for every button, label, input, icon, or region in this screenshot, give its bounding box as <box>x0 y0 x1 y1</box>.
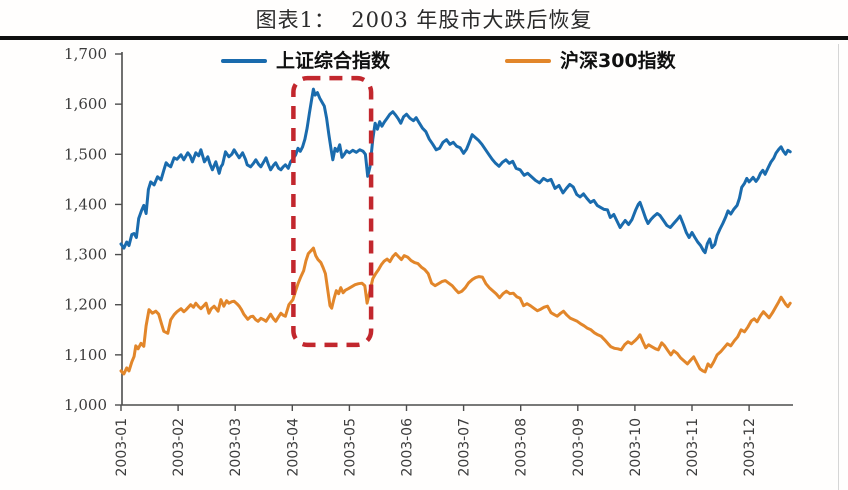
legend-label-csi300: 沪深300指数 <box>560 50 676 72</box>
page-edge-line <box>838 44 839 490</box>
x-tick-label: 2003-10 <box>628 418 644 477</box>
figure-title: 图表1： 2003 年股市大跌后恢复 <box>255 8 593 32</box>
y-tick-label: 1,100 <box>64 346 107 364</box>
csi300-line-swatch <box>505 59 551 63</box>
x-tick-label: 2003-08 <box>514 418 530 477</box>
y-tick-label: 1,400 <box>64 195 107 213</box>
y-tick-label: 1,500 <box>64 145 107 163</box>
y-tick-label: 1,000 <box>64 396 107 414</box>
x-tick-label: 2003-01 <box>114 418 130 477</box>
legend-item-sse-composite: 上证综合指数 <box>221 50 390 72</box>
x-tick-label: 2003-03 <box>228 418 244 477</box>
series-line-1 <box>119 246 792 376</box>
x-tick-label: 2003-04 <box>285 418 301 477</box>
sse-composite-line-swatch <box>221 59 267 63</box>
y-tick-label: 1,700 <box>64 45 107 63</box>
y-tick-label: 1,300 <box>64 246 107 264</box>
y-tick-label: 1,600 <box>64 95 107 113</box>
x-tick-label: 2003-11 <box>685 418 701 477</box>
legend-label-sse-composite: 上证综合指数 <box>276 50 391 72</box>
x-tick-label: 2003-12 <box>742 418 758 477</box>
x-tick-label: 2003-09 <box>571 418 587 477</box>
series-line-0 <box>119 87 792 255</box>
title-divider <box>0 36 848 40</box>
x-tick-label: 2003-07 <box>457 418 473 477</box>
sars-crash-highlight <box>291 75 374 348</box>
x-tick-label: 2003-02 <box>171 418 187 477</box>
y-tick-label: 1,200 <box>64 296 107 314</box>
legend-item-csi300: 沪深300指数 <box>505 50 676 72</box>
x-tick-label: 2003-05 <box>342 418 358 477</box>
x-tick-label: 2003-06 <box>400 418 416 477</box>
